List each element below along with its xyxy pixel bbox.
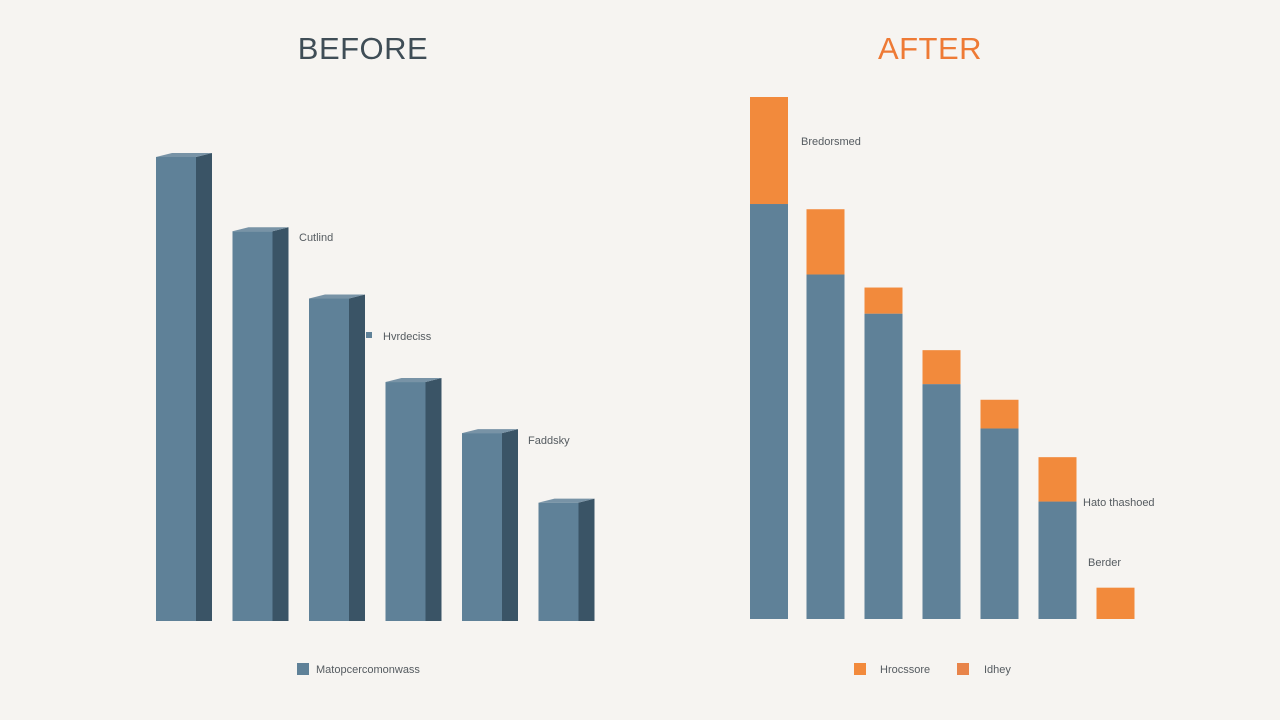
before-bar-side xyxy=(502,429,518,621)
after-bar-base xyxy=(864,313,903,619)
legend-swatch-before xyxy=(297,663,309,675)
after-bar-increase xyxy=(864,287,903,314)
before-annotation-cutlind: Cutlind xyxy=(299,232,333,244)
before-annotation-hvrdeciss: Hvrdeciss xyxy=(383,331,432,343)
before-bar xyxy=(156,157,196,621)
after-annotation-bredorsmed: Bredorsmed xyxy=(801,136,861,148)
after-legend: Hrocssore Idhey xyxy=(854,663,1011,676)
after-annotations: Bredorsmed Hato thashoed Berder xyxy=(801,136,1155,569)
after-bar-increase xyxy=(980,399,1019,429)
before-bar-side xyxy=(349,294,365,621)
before-bar-top xyxy=(538,498,595,503)
after-annotation-berder: Berder xyxy=(1088,557,1121,569)
before-annotation-faddsky: Faddsky xyxy=(528,435,570,447)
before-bar-side xyxy=(578,498,595,621)
before-chart-title: BEFORE xyxy=(298,31,428,66)
after-bars-group xyxy=(750,97,1135,619)
before-annotations: Cutlind Hvrdeciss Faddsky xyxy=(299,232,570,447)
after-bar-increase xyxy=(922,350,961,385)
legend-label-before: Matopcercomonwass xyxy=(316,664,420,676)
before-bar-top xyxy=(156,153,212,157)
annotation-marker xyxy=(366,332,372,338)
before-legend: Matopcercomonwass xyxy=(297,663,420,676)
legend-swatch-after-1 xyxy=(854,663,866,675)
after-bar-base xyxy=(980,428,1019,619)
after-chart-title: AFTER xyxy=(878,31,982,66)
after-bar-base xyxy=(1038,501,1077,619)
after-bar-increase xyxy=(806,209,845,275)
before-bar-side xyxy=(272,227,289,622)
before-bar-side xyxy=(425,378,442,621)
before-bar xyxy=(385,382,426,621)
after-bar-increase xyxy=(1096,587,1135,619)
before-bars-group xyxy=(156,153,595,622)
before-bar-top xyxy=(462,429,518,434)
after-annotation-hato-thashoed: Hato thashoed xyxy=(1083,497,1155,509)
before-bar-top xyxy=(309,294,365,299)
after-bar-increase xyxy=(1038,457,1077,502)
after-bar-base xyxy=(750,204,788,619)
legend-label-after-1: Hrocssore xyxy=(880,664,930,676)
legend-swatch-after-2 xyxy=(957,663,969,675)
before-bar xyxy=(462,433,502,621)
after-bar-base xyxy=(922,384,961,619)
before-bar xyxy=(232,231,273,622)
legend-label-after-2: Idhey xyxy=(984,664,1011,676)
before-bar xyxy=(309,298,349,621)
after-bar-base xyxy=(806,274,845,619)
before-bar-side xyxy=(196,153,212,621)
after-bar-increase xyxy=(750,97,788,205)
before-bar-top xyxy=(232,227,289,232)
before-bar-top xyxy=(385,378,442,383)
before-bar xyxy=(538,502,579,621)
